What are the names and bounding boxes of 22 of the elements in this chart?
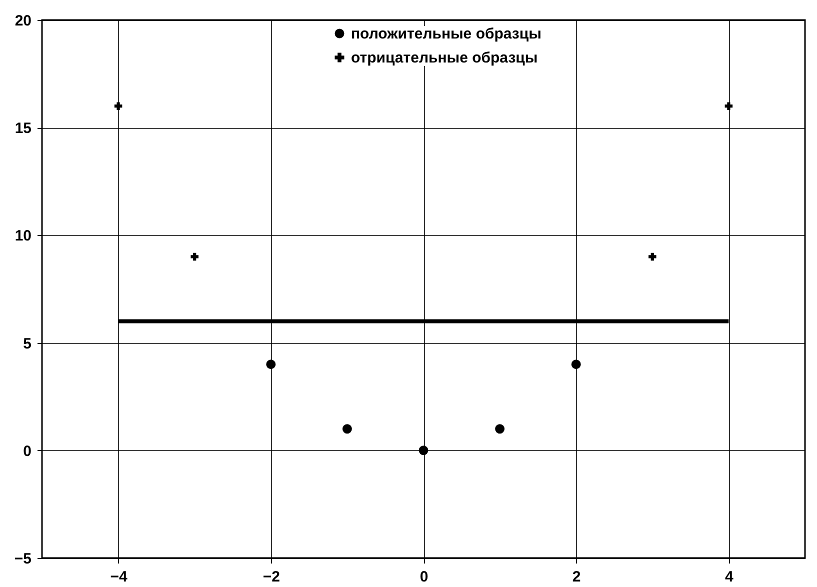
y-tick-label: −5	[14, 550, 32, 568]
point	[342, 424, 352, 434]
y-tick-label: 0	[23, 442, 32, 460]
x-tick-label: −2	[262, 568, 280, 586]
point	[114, 102, 122, 110]
point	[190, 252, 198, 261]
x-tick-label: −4	[110, 568, 128, 586]
x-tick-label: 4	[725, 568, 734, 586]
y-tick-label: 10	[14, 228, 32, 245]
x-tick-label: 0	[420, 568, 428, 586]
y-tick-label: 15	[14, 120, 32, 138]
point	[495, 424, 505, 434]
legend-label: отрицательные образцы	[351, 50, 538, 66]
x-tick-label: 2	[572, 568, 581, 586]
y-tick-label: 20	[14, 12, 32, 30]
point	[266, 360, 276, 370]
point	[571, 360, 581, 370]
point	[418, 446, 428, 456]
y-tick-label: 5	[23, 335, 32, 352]
legend-label: положительные образцы	[351, 26, 542, 42]
point	[648, 252, 656, 261]
point	[724, 102, 733, 110]
